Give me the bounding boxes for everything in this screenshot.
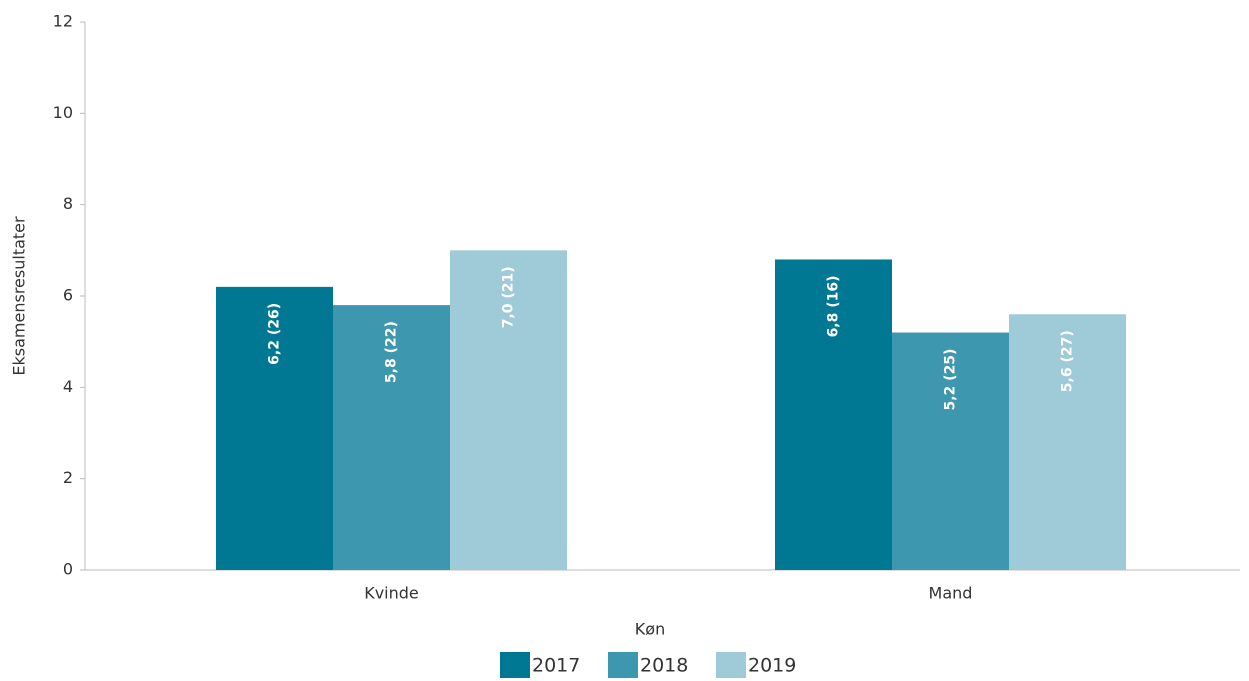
y-tick-label: 10: [53, 103, 73, 122]
y-axis-label: Eksamensresultater: [10, 216, 29, 376]
value-label: 5,6 (27): [1060, 330, 1076, 392]
value-label: 5,2 (25): [943, 349, 959, 411]
y-tick-label: 2: [63, 468, 73, 487]
bar: [775, 259, 892, 570]
legend-label: 2018: [640, 655, 688, 677]
y-tick-label: 6: [63, 286, 73, 305]
x-tick-label: Mand: [929, 584, 973, 603]
legend-label: 2017: [532, 655, 580, 677]
value-label: 6,2 (26): [267, 303, 283, 365]
legend-swatch: [500, 652, 530, 678]
bar: [333, 305, 450, 570]
legend-swatch: [716, 652, 746, 678]
value-label: 7,0 (21): [501, 266, 517, 328]
y-tick-label: 0: [63, 560, 73, 579]
value-label: 6,8 (16): [826, 275, 842, 337]
legend-swatch: [608, 652, 638, 678]
value-label: 5,8 (22): [384, 321, 400, 383]
bar: [450, 250, 567, 571]
bar: [1009, 314, 1126, 570]
bar: [216, 286, 333, 570]
y-tick-label: 4: [63, 377, 73, 396]
y-tick-label: 12: [53, 12, 73, 31]
y-tick-label: 8: [63, 194, 73, 213]
legend-label: 2019: [748, 655, 796, 677]
x-axis-label: Køn: [635, 620, 665, 639]
bar: [892, 332, 1009, 570]
x-tick-label: Kvinde: [364, 584, 419, 603]
